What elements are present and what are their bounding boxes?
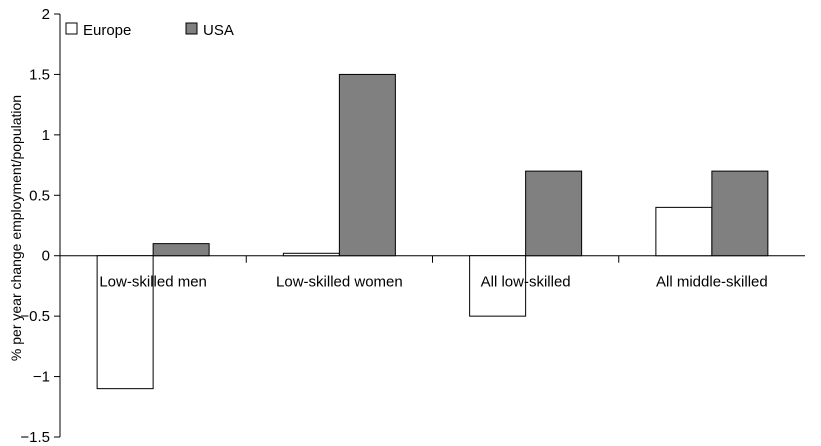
bar-europe-3 (469, 255, 527, 317)
x-category-label: All middle-skilled (656, 274, 768, 291)
legend-swatch-usa (185, 22, 198, 35)
y-axis-title: % per year change employment/population (8, 95, 24, 361)
legend-swatch-europe (65, 22, 78, 35)
legend-label-europe: Europe (83, 22, 131, 39)
y-tick-label: 2 (42, 6, 50, 23)
bar-usa-1 (152, 243, 210, 257)
bars (96, 73, 769, 390)
y-tick-label: −1.5 (20, 429, 50, 446)
x-category-label: Low-skilled women (276, 274, 403, 291)
bar-europe-2 (282, 252, 340, 257)
bar-europe-4 (655, 206, 713, 257)
bar-usa-4 (711, 170, 769, 257)
x-category-label: All low-skilled (481, 274, 571, 291)
bar-europe-1 (96, 255, 154, 390)
y-tick-label: −1 (33, 369, 50, 386)
legend-label-usa: USA (203, 22, 234, 39)
y-tick-label: 1.5 (29, 66, 50, 83)
x-category-label: Low-skilled men (99, 274, 207, 291)
legend: Europe USA (65, 22, 234, 39)
category-labels: Low-skilled men Low-skilled women All low-… (99, 274, 767, 291)
bar-usa-2 (338, 73, 396, 257)
y-tick-label: −0.5 (20, 308, 50, 325)
y-tick-label: 1 (42, 127, 50, 144)
bar-usa-3 (525, 170, 583, 257)
y-tick-label: 0.5 (29, 187, 50, 204)
y-tick-label: 0 (42, 248, 50, 265)
